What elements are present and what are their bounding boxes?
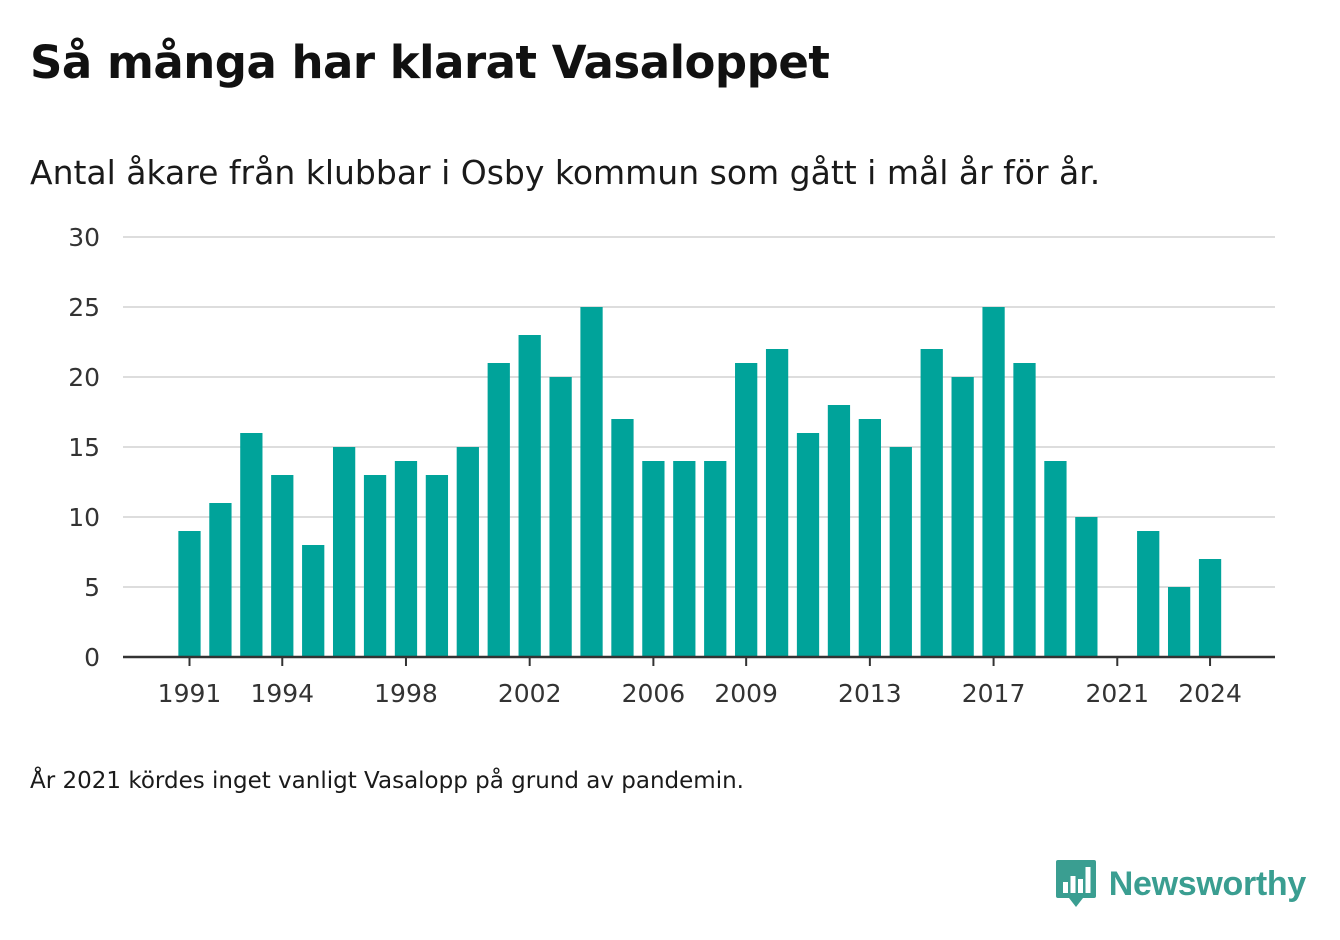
newsworthy-logo: Newsworthy — [1055, 858, 1306, 910]
bar — [271, 475, 294, 657]
bar-chart: 0 5 10 15 20 25 30 1991 1994 1998 2002 2006 2009 2013… — [68, 223, 1275, 708]
bar — [302, 545, 325, 657]
bar — [642, 461, 665, 657]
bar — [580, 307, 603, 657]
bar — [1137, 531, 1160, 657]
x-tick-label: 1994 — [250, 679, 314, 708]
bar — [611, 419, 634, 657]
bar — [982, 307, 1005, 657]
x-tick-label: 2024 — [1178, 679, 1242, 708]
bar — [951, 377, 974, 657]
bar — [425, 475, 449, 657]
bar — [889, 447, 912, 657]
bar — [1198, 559, 1222, 657]
bar — [765, 349, 789, 657]
bar — [673, 461, 696, 657]
bar — [735, 363, 758, 657]
bar-chart-speech-bubble-icon — [1055, 860, 1096, 907]
brand-name: Newsworthy — [1108, 864, 1307, 903]
bar — [394, 461, 418, 657]
bar — [1167, 587, 1191, 657]
chart-subtitle: Antal åkare från klubbar i Osby kommun s… — [30, 153, 1101, 192]
bar — [209, 503, 232, 657]
x-tick-label: 2006 — [622, 679, 686, 708]
x-tick-label: 1998 — [374, 679, 438, 708]
footnote: År 2021 kördes inget vanligt Vasalopp på… — [30, 768, 744, 794]
bar — [1075, 517, 1098, 657]
x-tick-label: 2013 — [838, 679, 902, 708]
bar — [704, 461, 727, 657]
y-tick-label: 20 — [68, 363, 100, 392]
bar — [920, 349, 943, 657]
x-tick-label: 1991 — [158, 679, 222, 708]
bar — [1044, 461, 1067, 657]
y-tick-label: 0 — [84, 643, 100, 672]
x-tick-label: 2021 — [1085, 679, 1149, 708]
bar — [456, 447, 479, 657]
bar — [363, 475, 387, 657]
bar — [518, 335, 541, 657]
x-tick-label: 2017 — [962, 679, 1026, 708]
chart-title: Så många har klarat Vasaloppet — [30, 36, 830, 89]
bar — [487, 363, 510, 657]
bar — [796, 433, 820, 657]
bar — [827, 405, 851, 657]
bar — [178, 531, 201, 657]
bar — [1013, 363, 1036, 657]
y-tick-label: 30 — [68, 223, 100, 252]
bar — [332, 447, 356, 657]
bar — [549, 377, 572, 657]
x-tick-label: 2009 — [714, 679, 778, 708]
y-tick-label: 15 — [68, 433, 100, 462]
bar — [858, 419, 882, 657]
y-tick-label: 5 — [84, 573, 100, 602]
y-tick-label: 10 — [68, 503, 100, 532]
x-tick-label: 2002 — [498, 679, 562, 708]
y-tick-label: 25 — [68, 293, 100, 322]
bar — [240, 433, 263, 657]
